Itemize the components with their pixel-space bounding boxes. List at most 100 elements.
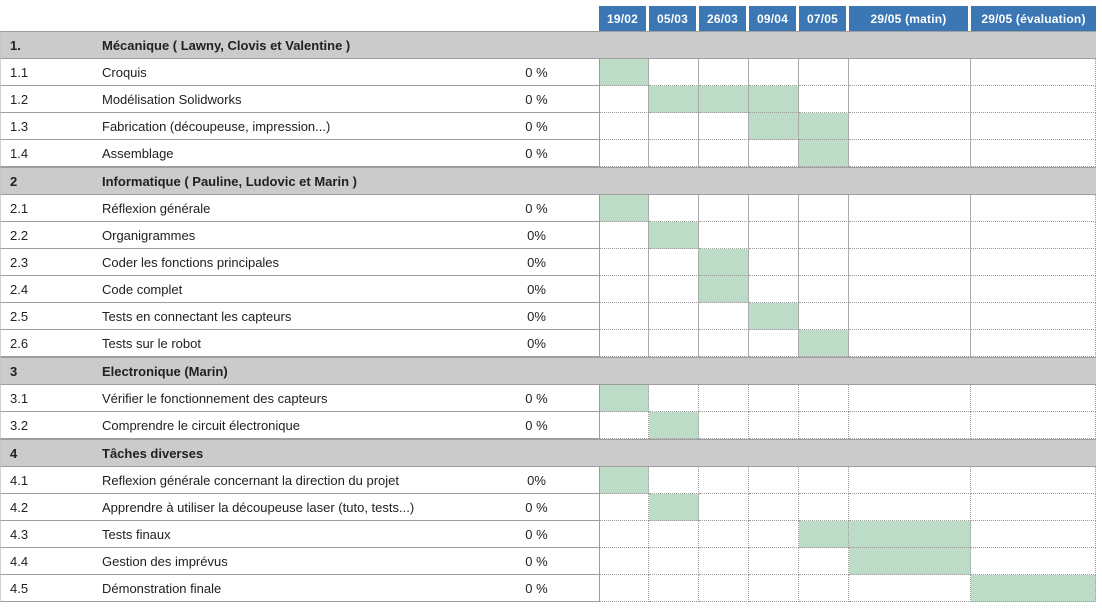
gantt-cell[interactable] bbox=[971, 494, 1096, 521]
task-number[interactable]: 3.2 bbox=[10, 417, 29, 433]
task-number[interactable]: 1.4 bbox=[10, 145, 29, 161]
gantt-bar-cell[interactable] bbox=[799, 113, 849, 140]
gantt-cell[interactable] bbox=[799, 195, 849, 222]
task-progress[interactable]: 0 % bbox=[525, 145, 548, 161]
task-number[interactable]: 2.6 bbox=[10, 335, 29, 351]
gantt-cell[interactable] bbox=[599, 548, 649, 575]
gantt-cell[interactable] bbox=[971, 521, 1096, 548]
gantt-cell[interactable] bbox=[799, 303, 849, 330]
gantt-cell[interactable] bbox=[649, 330, 699, 357]
gantt-bar-cell[interactable] bbox=[849, 548, 971, 575]
gantt-bar-cell[interactable] bbox=[971, 575, 1096, 602]
gantt-cell[interactable] bbox=[971, 303, 1096, 330]
gantt-cell[interactable] bbox=[599, 249, 649, 276]
gantt-bar-cell[interactable] bbox=[599, 467, 649, 494]
gantt-cell[interactable] bbox=[749, 195, 799, 222]
task-progress[interactable]: 0 % bbox=[525, 553, 548, 569]
gantt-cell[interactable] bbox=[699, 140, 749, 167]
task-progress[interactable]: 0 % bbox=[525, 499, 548, 515]
gantt-cell[interactable] bbox=[849, 467, 971, 494]
gantt-cell[interactable] bbox=[749, 575, 799, 602]
task-label[interactable]: Apprendre à utiliser la découpeuse laser… bbox=[102, 499, 415, 515]
gantt-cell[interactable] bbox=[599, 86, 649, 113]
gantt-cell[interactable] bbox=[649, 140, 699, 167]
task-progress[interactable]: 0 % bbox=[525, 64, 548, 80]
task-progress[interactable]: 0 % bbox=[525, 417, 548, 433]
task-progress[interactable]: 0 % bbox=[525, 526, 548, 542]
task-label[interactable]: Code complet bbox=[102, 281, 183, 297]
gantt-bar-cell[interactable] bbox=[699, 276, 749, 303]
task-progress[interactable]: 0% bbox=[527, 281, 546, 297]
gantt-bar-cell[interactable] bbox=[799, 140, 849, 167]
gantt-bar-cell[interactable] bbox=[799, 521, 849, 548]
gantt-cell[interactable] bbox=[971, 385, 1096, 412]
task-label[interactable]: Organigrammes bbox=[102, 227, 196, 243]
gantt-cell[interactable] bbox=[749, 494, 799, 521]
gantt-cell[interactable] bbox=[971, 59, 1096, 86]
gantt-bar-cell[interactable] bbox=[849, 521, 971, 548]
task-number[interactable]: 2.1 bbox=[10, 200, 29, 216]
gantt-bar-cell[interactable] bbox=[649, 86, 699, 113]
gantt-bar-cell[interactable] bbox=[599, 195, 649, 222]
gantt-cell[interactable] bbox=[749, 385, 799, 412]
gantt-cell[interactable] bbox=[849, 113, 971, 140]
gantt-cell[interactable] bbox=[849, 222, 971, 249]
task-label[interactable]: Fabrication (découpeuse, impression...) bbox=[102, 118, 331, 134]
date-header-cell[interactable]: 07/05 bbox=[799, 6, 849, 31]
task-label[interactable]: Tests en connectant les capteurs bbox=[102, 308, 292, 324]
task-label[interactable]: Reflexion générale concernant la directi… bbox=[102, 472, 400, 488]
gantt-cell[interactable] bbox=[971, 195, 1096, 222]
gantt-cell[interactable] bbox=[749, 276, 799, 303]
gantt-cell[interactable] bbox=[749, 521, 799, 548]
task-label[interactable]: Assemblage bbox=[102, 145, 174, 161]
gantt-cell[interactable] bbox=[849, 385, 971, 412]
date-header-cell[interactable]: 05/03 bbox=[649, 6, 699, 31]
gantt-cell[interactable] bbox=[649, 303, 699, 330]
gantt-cell[interactable] bbox=[799, 575, 849, 602]
gantt-cell[interactable] bbox=[649, 385, 699, 412]
gantt-bar-cell[interactable] bbox=[749, 113, 799, 140]
gantt-cell[interactable] bbox=[849, 330, 971, 357]
gantt-cell[interactable] bbox=[749, 548, 799, 575]
gantt-cell[interactable] bbox=[649, 276, 699, 303]
task-number[interactable]: 4.2 bbox=[10, 499, 29, 515]
section-row[interactable]: 3 Electronique (Marin) bbox=[0, 357, 1096, 385]
gantt-cell[interactable] bbox=[799, 494, 849, 521]
section-row[interactable]: 4 Tâches diverses bbox=[0, 439, 1096, 467]
task-progress[interactable]: 0% bbox=[527, 335, 546, 351]
gantt-cell[interactable] bbox=[749, 467, 799, 494]
gantt-cell[interactable] bbox=[699, 467, 749, 494]
task-number[interactable]: 1.2 bbox=[10, 91, 29, 107]
task-number[interactable]: 2.2 bbox=[10, 227, 29, 243]
gantt-bar-cell[interactable] bbox=[649, 494, 699, 521]
task-number[interactable]: 3.1 bbox=[10, 390, 29, 406]
task-progress[interactable]: 0 % bbox=[525, 390, 548, 406]
gantt-bar-cell[interactable] bbox=[699, 249, 749, 276]
date-header-cell[interactable]: 29/05 (matin) bbox=[849, 6, 971, 31]
gantt-bar-cell[interactable] bbox=[599, 59, 649, 86]
gantt-cell[interactable] bbox=[749, 249, 799, 276]
task-label[interactable]: Modélisation Solidworks bbox=[102, 91, 242, 107]
gantt-cell[interactable] bbox=[971, 86, 1096, 113]
task-label[interactable]: Tests finaux bbox=[102, 526, 171, 542]
gantt-cell[interactable] bbox=[849, 494, 971, 521]
task-number[interactable]: 2.3 bbox=[10, 254, 29, 270]
gantt-cell[interactable] bbox=[799, 86, 849, 113]
gantt-cell[interactable] bbox=[699, 195, 749, 222]
gantt-cell[interactable] bbox=[699, 113, 749, 140]
gantt-bar-cell[interactable] bbox=[699, 86, 749, 113]
gantt-bar-cell[interactable] bbox=[649, 412, 699, 439]
gantt-cell[interactable] bbox=[799, 412, 849, 439]
date-header-cell[interactable]: 19/02 bbox=[599, 6, 649, 31]
gantt-cell[interactable] bbox=[749, 412, 799, 439]
gantt-cell[interactable] bbox=[699, 412, 749, 439]
gantt-bar-cell[interactable] bbox=[749, 86, 799, 113]
gantt-cell[interactable] bbox=[849, 575, 971, 602]
gantt-cell[interactable] bbox=[699, 521, 749, 548]
gantt-cell[interactable] bbox=[699, 222, 749, 249]
date-header-cell[interactable]: 29/05 (évaluation) bbox=[971, 6, 1096, 31]
task-number[interactable]: 2.5 bbox=[10, 308, 29, 324]
gantt-bar-cell[interactable] bbox=[649, 222, 699, 249]
task-progress[interactable]: 0% bbox=[527, 227, 546, 243]
gantt-cell[interactable] bbox=[799, 385, 849, 412]
